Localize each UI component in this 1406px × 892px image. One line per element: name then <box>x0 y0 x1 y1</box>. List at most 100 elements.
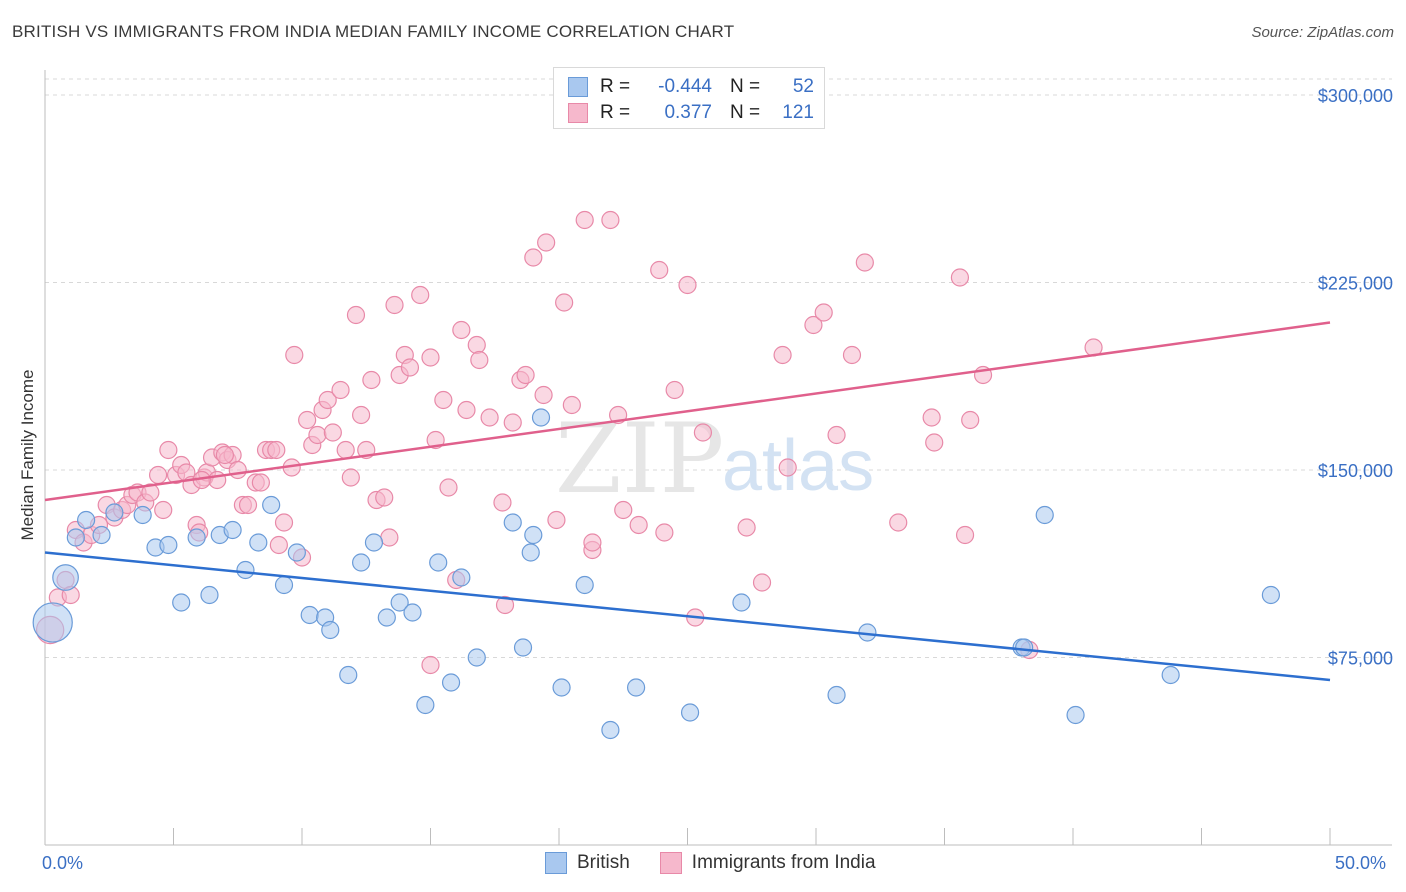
british-point <box>32 602 73 643</box>
india-point <box>842 345 862 365</box>
india-point <box>583 533 602 552</box>
india-point <box>827 425 846 445</box>
british-point <box>680 703 700 722</box>
india-point <box>269 535 288 555</box>
india-swatch <box>568 103 588 123</box>
british-point <box>172 593 191 612</box>
india-point <box>961 410 980 430</box>
watermark-atlas: atlas <box>722 426 874 506</box>
r-value: -0.444 <box>658 76 712 97</box>
india-point <box>516 365 535 385</box>
british-point <box>1261 585 1280 605</box>
india-point <box>693 423 713 442</box>
india-point <box>814 303 833 322</box>
india-point <box>308 425 327 445</box>
india-point <box>665 380 684 400</box>
india-point <box>400 358 420 377</box>
india-point <box>421 655 440 675</box>
british-point <box>403 603 422 622</box>
india-point <box>318 390 337 410</box>
r-value: 0.377 <box>664 102 712 123</box>
watermark: ZIP atlas <box>555 403 874 515</box>
india-point <box>159 440 178 460</box>
india-point <box>773 345 792 365</box>
india-point <box>323 423 342 442</box>
y-tick-label: $75,000 <box>1328 649 1393 669</box>
british-point <box>503 513 522 532</box>
british-point <box>321 620 340 640</box>
india-point <box>375 488 394 507</box>
india-point <box>352 405 371 425</box>
india-point <box>148 465 168 485</box>
india-point <box>267 440 286 460</box>
india-point <box>562 395 581 415</box>
india-point <box>678 275 697 295</box>
series-legend: British Immigrants from India <box>545 852 906 874</box>
british-trend-line <box>44 551 1331 682</box>
y-tick-label: $150,000 <box>1318 461 1393 481</box>
india-point <box>452 320 471 340</box>
legend-label-india: Immigrants from India <box>691 852 876 873</box>
india-point <box>922 408 941 427</box>
india-point <box>346 305 366 325</box>
india-point <box>614 500 633 520</box>
british-point <box>200 585 219 605</box>
source-label: Source: ZipAtlas.com <box>1251 24 1394 41</box>
india-point <box>950 268 970 287</box>
india-point <box>655 523 674 542</box>
india-point <box>547 510 566 530</box>
british-swatch <box>545 852 567 874</box>
british-point <box>1015 638 1034 657</box>
british-point <box>92 525 111 545</box>
british-point <box>187 528 206 547</box>
british-point <box>552 678 571 697</box>
india-point <box>336 440 355 460</box>
india-point <box>439 478 458 497</box>
legend-row-british: R = -0.444 N = 52 <box>568 76 814 98</box>
india-point <box>855 253 874 272</box>
british-point <box>262 495 281 515</box>
india-point <box>457 400 476 420</box>
india-point <box>341 468 360 487</box>
india-point <box>141 483 160 502</box>
legend-item-india[interactable]: Immigrants from India <box>659 852 876 874</box>
india-point <box>385 295 404 315</box>
british-point <box>521 543 540 562</box>
india-swatch <box>659 852 682 874</box>
india-point <box>274 513 294 532</box>
x-tick-marks <box>173 828 1331 845</box>
british-point <box>287 543 306 562</box>
india-point <box>215 445 234 465</box>
n-label: N = <box>730 102 761 123</box>
british-point <box>441 673 461 692</box>
british-point <box>1035 505 1054 525</box>
india-point <box>575 210 594 230</box>
india-point <box>251 473 270 492</box>
british-point <box>133 505 152 525</box>
legend-item-british[interactable]: British <box>545 852 630 874</box>
watermark-zip: ZIP <box>555 403 724 515</box>
india-point <box>380 528 399 547</box>
british-point <box>827 685 846 705</box>
n-value: 121 <box>782 102 814 123</box>
chart-title: BRITISH VS IMMIGRANTS FROM INDIA MEDIAN … <box>12 22 735 41</box>
india-point <box>285 345 304 365</box>
n-value: 52 <box>792 76 814 97</box>
stats-legend: R = -0.444 N = 52 R = 0.377 N = 121 <box>553 67 825 129</box>
r-label: R = <box>600 102 631 123</box>
british-swatch <box>568 77 588 97</box>
british-point <box>732 593 751 612</box>
india-point <box>524 248 543 267</box>
british-point <box>452 568 471 587</box>
british-point <box>575 575 594 595</box>
british-point <box>524 525 543 545</box>
british-point <box>364 533 384 552</box>
india-point <box>778 458 797 477</box>
trend-lines <box>44 321 1331 682</box>
british-point <box>513 638 533 657</box>
n-label: N = <box>730 76 761 97</box>
india-point <box>555 293 574 312</box>
india-point <box>955 525 975 545</box>
india-point <box>470 350 489 370</box>
